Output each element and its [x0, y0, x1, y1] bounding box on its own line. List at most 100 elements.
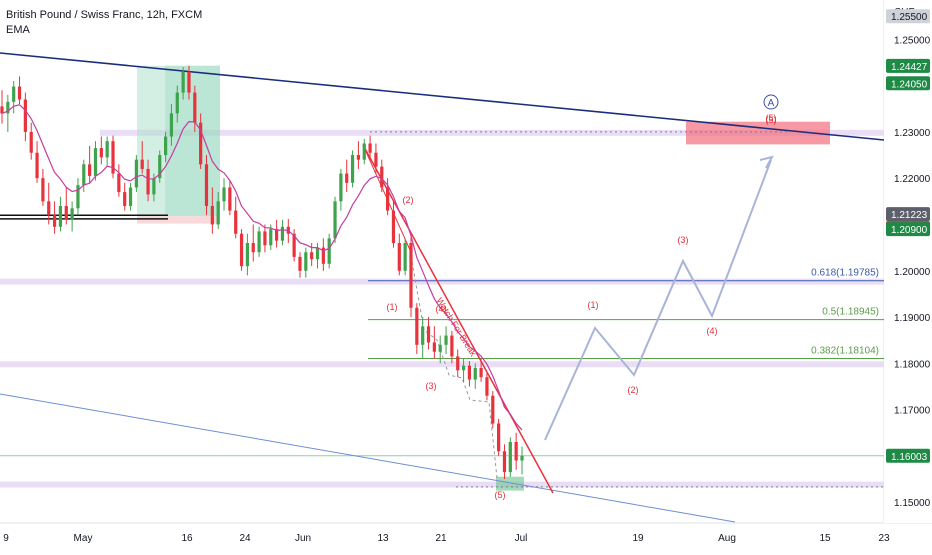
candle-body: [47, 201, 51, 216]
candle-body: [432, 342, 436, 352]
candle-body: [298, 256, 302, 271]
x-tick-label: 16: [181, 533, 193, 544]
price-tag-label: 1.16003: [891, 452, 928, 463]
candle-body: [415, 307, 419, 345]
candle-body: [409, 242, 413, 308]
candle-body: [456, 356, 460, 371]
candlesticks: [0, 65, 524, 480]
candle-body: [251, 242, 255, 253]
candle-body: [134, 159, 138, 188]
candle-body: [345, 173, 349, 183]
candle-body: [82, 164, 86, 186]
annotations: 0.618(1.19785) 0.5(1.18945) 0.382(1.18104)…: [387, 94, 879, 500]
candle-body: [514, 442, 518, 461]
candle-body: [6, 101, 10, 114]
wave-label: (4): [436, 304, 447, 314]
x-tick-label: Jul: [515, 533, 528, 544]
candle-body: [502, 451, 507, 473]
candle-body: [491, 395, 495, 424]
x-tick-label: May: [74, 533, 93, 544]
candle-body: [421, 326, 425, 345]
wave-label: (2): [403, 195, 414, 205]
candle-body: [403, 242, 407, 271]
candle-body: [228, 187, 232, 211]
candle-body: [386, 187, 390, 211]
y-tick-label: 1.25000: [894, 35, 931, 46]
x-tick-label: 13: [377, 533, 389, 544]
wave-label: (5): [495, 490, 506, 500]
y-tick-label: 1.19000: [894, 313, 931, 324]
target-circle: [763, 94, 779, 110]
candle-body: [140, 159, 144, 169]
ema-series: [1, 104, 523, 431]
y-tick-label: 1.18000: [894, 359, 931, 370]
candle-body: [275, 229, 279, 241]
wave-label: (1): [588, 300, 599, 310]
candle-body: [99, 148, 103, 158]
candle-body: [426, 326, 431, 343]
price-tag-label: 1.25500: [891, 12, 928, 23]
price-tag-label: 1.20900: [891, 225, 928, 236]
wave-label: (1): [387, 302, 398, 312]
candle-body: [175, 92, 179, 114]
x-tick-label: 21: [435, 533, 447, 544]
x-tick-label: Jun: [295, 533, 311, 544]
candle-body: [76, 185, 80, 209]
descending-trendline: [0, 52, 885, 141]
indicator-label: EMA: [6, 24, 30, 36]
candle-body: [356, 155, 361, 160]
candle-body: [216, 201, 220, 225]
candle-body: [321, 247, 325, 264]
candle-body: [310, 252, 314, 260]
price-tag: [886, 222, 930, 237]
candle-body: [210, 205, 214, 225]
candle-body: [199, 122, 203, 165]
wave-label: (2): [628, 385, 639, 395]
candle-body: [117, 173, 121, 193]
candle-body: [222, 187, 226, 202]
wave-dotted-path: [409, 249, 498, 479]
wave-label: (3): [426, 381, 437, 391]
drawing-lines: [0, 52, 885, 523]
candle-body: [257, 231, 261, 253]
candle-body: [461, 365, 466, 371]
candle-body: [111, 141, 115, 174]
highlight-box: [165, 65, 220, 217]
fib-level-label: 0.5(1.18945): [822, 307, 879, 318]
candle-body: [146, 168, 150, 195]
lower-channel-line: [0, 393, 736, 523]
time-axis: 9 May 16 24 Jun 13 21 Jul 19 Aug 15 23: [3, 533, 890, 544]
red-trendline: [362, 144, 554, 494]
candle-body: [497, 423, 501, 452]
candle-body: [245, 242, 249, 267]
price-tag-label: 1.24050: [891, 79, 928, 90]
candle-body: [105, 141, 109, 158]
candle-body: [280, 226, 285, 241]
price-tag-label: 1.24427: [891, 62, 928, 73]
candle-body: [152, 178, 156, 195]
candle-body: [29, 131, 33, 153]
candle-body: [128, 187, 133, 206]
target-box: [686, 121, 830, 145]
candle-body: [467, 365, 472, 380]
y-tick-label: 1.17000: [894, 406, 931, 417]
candle-body: [158, 155, 162, 179]
candle-body: [23, 99, 27, 132]
candle-body: [58, 205, 63, 227]
candle-body: [269, 229, 273, 246]
candle-body: [70, 208, 74, 220]
candle-body: [333, 201, 337, 239]
candle-body: [397, 242, 401, 271]
projection-path: [544, 155, 774, 441]
candle-body: [41, 178, 45, 202]
candle-body: [187, 71, 191, 93]
candle-body: [234, 210, 238, 234]
target-label: A: [768, 98, 775, 109]
candle-body: [169, 113, 174, 137]
x-tick-label: 24: [239, 533, 251, 544]
candle-body: [35, 152, 39, 179]
target-wave-label: (5): [766, 115, 777, 125]
candle-body: [88, 164, 92, 176]
price-tag: [886, 448, 930, 463]
